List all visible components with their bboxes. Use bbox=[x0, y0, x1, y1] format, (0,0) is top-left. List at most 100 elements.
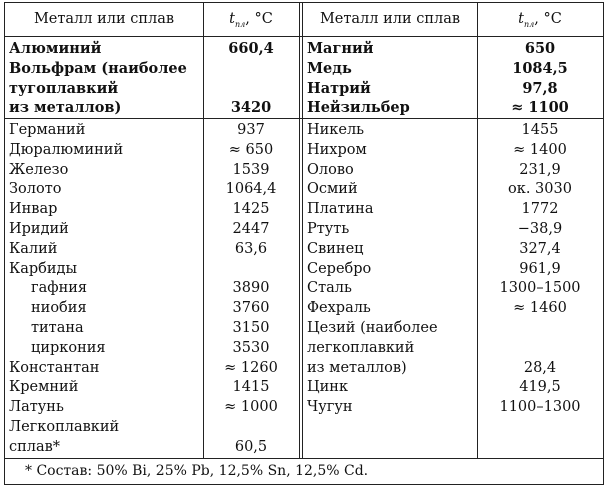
melting-point-value: 937 bbox=[237, 122, 265, 138]
metal-name: тугоплавкий bbox=[9, 79, 119, 97]
melting-point-value: ≈ 650 bbox=[228, 141, 274, 158]
metal-name: Нихром bbox=[307, 141, 367, 158]
temp-symbol: t bbox=[518, 11, 524, 27]
table-row: Латунь ≈ 1000 bbox=[5, 398, 299, 418]
metal-name: Серебро bbox=[307, 260, 372, 277]
metal-name: ниобия bbox=[31, 300, 87, 317]
temp-symbol: t bbox=[229, 11, 235, 27]
right-group-1: Магний 650 Медь 1084,5 Натрий 97,8 Нейзильбер ≈… bbox=[303, 39, 603, 118]
metal-name: Латунь bbox=[9, 399, 64, 416]
table-row: Осмий ок. 3030 bbox=[303, 180, 603, 200]
table-row: Золото 1064,4 bbox=[5, 180, 299, 200]
table-row: Никель 1455 bbox=[303, 121, 603, 141]
melting-point-value: 231,9 bbox=[519, 161, 561, 178]
metal-name: Чугун bbox=[307, 399, 353, 416]
table-row: Дюралюминий ≈ 650 bbox=[5, 141, 299, 161]
melting-point-value: 97,8 bbox=[522, 79, 558, 97]
table-row: сплав* 60,5 bbox=[5, 438, 299, 458]
column-divider bbox=[302, 3, 303, 459]
melting-point-value: 3150 bbox=[232, 319, 270, 336]
melting-point-value: ≈ 1000 bbox=[224, 399, 278, 416]
metal-name: из металлов) bbox=[307, 359, 407, 376]
table-row: Олово 231,9 bbox=[303, 161, 603, 181]
metal-name: Алюминий bbox=[9, 40, 102, 57]
metal-name: Свинец bbox=[307, 240, 364, 257]
table-row: Нейзильбер ≈ 1100 bbox=[303, 98, 603, 118]
table-row: Натрий 97,8 bbox=[303, 79, 603, 99]
header-name-right: Металл или сплав bbox=[319, 11, 461, 27]
metal-name: Фехраль bbox=[307, 300, 371, 317]
table-row: Ртуть −38,9 bbox=[303, 220, 603, 240]
table-row: Цинк 419,5 bbox=[303, 378, 603, 398]
table-row: Железо 1539 bbox=[5, 161, 299, 181]
melting-point-value: 3760 bbox=[232, 300, 270, 317]
row-divider bbox=[5, 118, 603, 119]
melting-point-value: ≈ 1100 bbox=[511, 99, 569, 117]
metal-name: гафния bbox=[31, 280, 88, 297]
metal-name: Ртуть bbox=[307, 220, 350, 237]
metal-name: Вольфрам (наиболее bbox=[9, 59, 187, 77]
right-group-2: Никель 1455 Нихром ≈ 1400 Олово 231,9 Осмий ок.… bbox=[303, 121, 603, 418]
metal-name: Золото bbox=[9, 181, 62, 198]
melting-point-value: 660,4 bbox=[228, 40, 274, 57]
table-row: Германий 937 bbox=[5, 121, 299, 141]
table-row: Свинец 327,4 bbox=[303, 240, 603, 260]
column-divider bbox=[203, 3, 204, 459]
melting-point-value: 1772 bbox=[521, 201, 559, 218]
table-row: Кремний 1415 bbox=[5, 378, 299, 398]
metal-name: легкоплавкий bbox=[307, 339, 415, 356]
table-row: Вольфрам (наиболее bbox=[5, 59, 299, 79]
left-group-2: Германий 937 Дюралюминий ≈ 650 Железо 1539 Зол… bbox=[5, 121, 299, 458]
melting-point-value: 327,4 bbox=[519, 240, 561, 257]
table-row: Серебро 961,9 bbox=[303, 260, 603, 280]
table-row: Чугун 1100–1300 bbox=[303, 398, 603, 418]
row-divider bbox=[5, 458, 603, 459]
metal-name: Кремний bbox=[9, 379, 79, 396]
metal-name: Нейзильбер bbox=[307, 99, 410, 117]
melting-point-value: 650 bbox=[524, 40, 556, 57]
table-row: Платина 1772 bbox=[303, 200, 603, 220]
table-row: из металлов) 3420 bbox=[5, 98, 299, 118]
table-row: Алюминий 660,4 bbox=[5, 39, 299, 59]
metal-name: Калий bbox=[9, 240, 58, 257]
melting-point-value: 28,4 bbox=[523, 359, 557, 376]
column-divider bbox=[299, 3, 300, 459]
melting-point-value: 3420 bbox=[230, 99, 272, 117]
metal-name: сплав* bbox=[9, 438, 61, 455]
metal-name: Карбиды bbox=[9, 260, 78, 277]
metal-name: Сталь bbox=[307, 280, 352, 297]
table-row: Фехраль ≈ 1460 bbox=[303, 299, 603, 319]
melting-point-value: 63,6 bbox=[234, 240, 268, 257]
row-divider bbox=[5, 36, 603, 37]
table-row: Легкоплавкий bbox=[5, 418, 299, 438]
metal-name: Никель bbox=[307, 122, 365, 138]
metal-name: циркония bbox=[31, 339, 106, 356]
melting-point-value: 1084,5 bbox=[512, 59, 568, 77]
metal-name: Натрий bbox=[307, 79, 371, 97]
melting-point-value: 961,9 bbox=[519, 260, 561, 277]
metal-name: Железо bbox=[9, 161, 69, 178]
metal-name: из металлов) bbox=[9, 99, 122, 117]
metal-name: Олово bbox=[307, 161, 354, 178]
melting-point-value: ок. 3030 bbox=[508, 181, 572, 198]
metal-name: Цезий (наиболее bbox=[307, 319, 438, 336]
melting-point-table: Металл или сплав tпл, °C Металл или спла… bbox=[4, 2, 604, 485]
table-row: Константан ≈ 1260 bbox=[5, 359, 299, 379]
table-row: легкоплавкий bbox=[303, 339, 603, 359]
table-row: циркония 3530 bbox=[5, 339, 299, 359]
table-row: гафния 3890 bbox=[5, 279, 299, 299]
melting-point-value: 1100–1300 bbox=[499, 399, 581, 416]
melting-point-value: 1539 bbox=[232, 161, 270, 178]
table-row: титана 3150 bbox=[5, 319, 299, 339]
table-row: Иридий 2447 bbox=[5, 220, 299, 240]
table-row: Цезий (наиболее bbox=[303, 319, 603, 339]
table-row: Магний 650 bbox=[303, 39, 603, 59]
metal-name: Иридий bbox=[9, 220, 69, 237]
melting-point-value: 60,5 bbox=[234, 438, 268, 455]
table-row: из металлов) 28,4 bbox=[303, 359, 603, 379]
table-row: ниобия 3760 bbox=[5, 299, 299, 319]
temp-unit: , °C bbox=[245, 11, 273, 27]
metal-name: Осмий bbox=[307, 181, 358, 198]
metal-name: Дюралюминий bbox=[9, 141, 124, 158]
metal-name: Магний bbox=[307, 40, 374, 57]
